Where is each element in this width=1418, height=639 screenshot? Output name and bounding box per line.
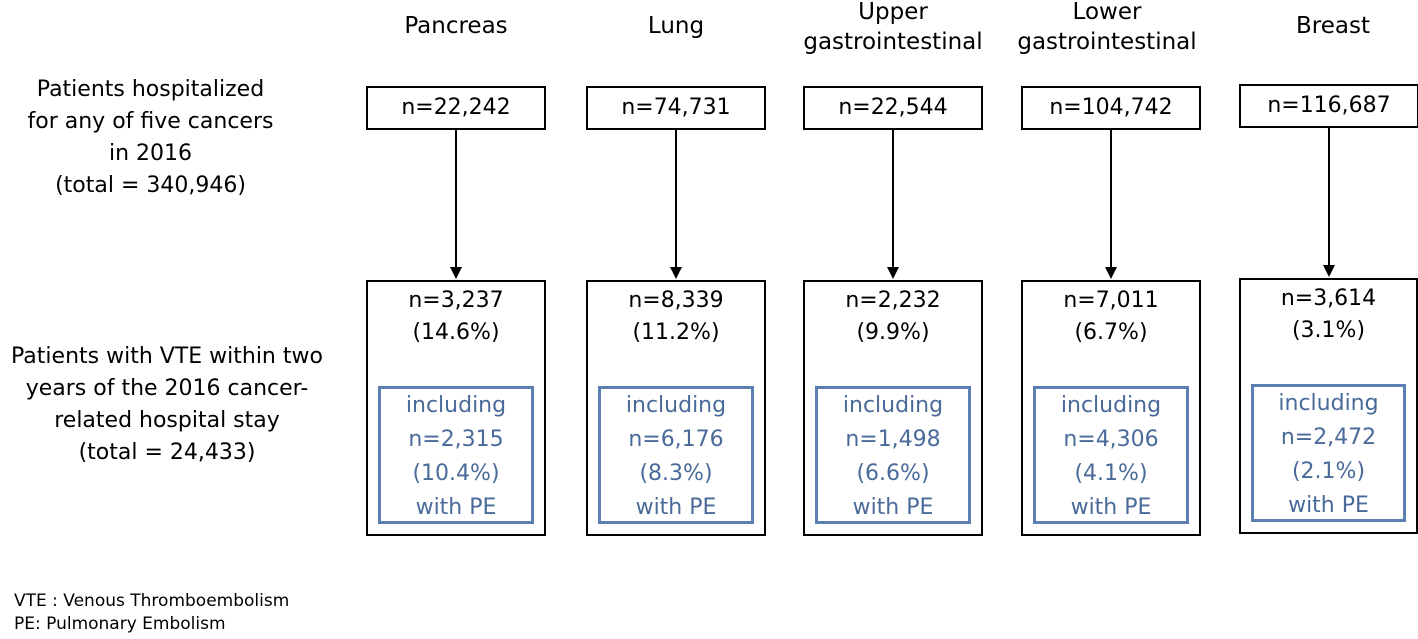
pe-line: with PE: [1070, 495, 1152, 520]
pe-line: with PE: [635, 495, 717, 520]
column-header-lung: Lung: [561, 11, 791, 41]
pe-subset-box: including n=2,315 (10.4%) with PE: [378, 386, 534, 524]
pe-subset-box: including n=1,498 (6.6%) with PE: [815, 386, 971, 524]
vte-percent: (3.1%): [1291, 318, 1366, 343]
row-label-line: years of the 2016 cancer-: [25, 376, 309, 401]
pe-count: n=2,315: [408, 427, 504, 452]
vte-count-box: n=3,614 (3.1%) including n=2,472 (2.1%) …: [1239, 278, 1418, 534]
pe-percent: (2.1%): [1291, 459, 1366, 484]
flow-arrow-line: [675, 130, 677, 268]
pe-line: including: [1060, 393, 1162, 418]
hospitalized-count-box: n=116,687: [1239, 84, 1418, 128]
column-header-lower-gastrointestinal: Lower gastrointestinal: [992, 0, 1222, 57]
flow-arrow-head: [1105, 267, 1117, 279]
flow-arrow-head: [1323, 265, 1335, 277]
column-header-line: gastrointestinal: [803, 29, 983, 55]
vte-count-box: n=7,011 (6.7%) including n=4,306 (4.1%) …: [1021, 280, 1201, 536]
flow-arrow-head: [450, 267, 462, 279]
vte-count-box: n=3,237 (14.6%) including n=2,315 (10.4%…: [366, 280, 546, 536]
row-label-vte: Patients with VTE within two years of th…: [0, 341, 334, 469]
column-header-breast: Breast: [1218, 11, 1418, 41]
pe-line: including: [625, 393, 727, 418]
flow-arrow-line: [1328, 128, 1330, 266]
vte-count: n=7,011: [1063, 288, 1159, 313]
pe-line: including: [842, 393, 944, 418]
pe-subset-box: including n=4,306 (4.1%) with PE: [1033, 386, 1189, 524]
hospitalized-count-box: n=104,742: [1021, 86, 1201, 130]
pe-count: n=2,472: [1280, 425, 1377, 450]
pe-line: with PE: [852, 495, 934, 520]
flow-arrow-head: [887, 267, 899, 279]
column-header-line: gastrointestinal: [1017, 29, 1197, 55]
legend-vte: VTE : Venous Thromboembolism: [14, 591, 290, 611]
pe-percent: (10.4%): [412, 461, 500, 486]
pe-subset-box: including n=2,472 (2.1%) with PE: [1251, 384, 1406, 522]
column-header-line: Upper: [858, 0, 928, 25]
vte-count-box: n=8,339 (11.2%) including n=6,176 (8.3%)…: [586, 280, 766, 536]
pe-line: including: [405, 393, 507, 418]
vte-count: n=2,232: [845, 288, 941, 313]
row-label-line: in 2016: [108, 141, 193, 166]
row-label-hospitalized: Patients hospitalized for any of five ca…: [18, 74, 283, 202]
pe-count: n=4,306: [1063, 427, 1159, 452]
column-header-upper-gastrointestinal: Upper gastrointestinal: [778, 0, 1008, 57]
vte-count-box: n=2,232 (9.9%) including n=1,498 (6.6%) …: [803, 280, 983, 536]
row-label-line: related hospital stay: [54, 408, 280, 433]
vte-count: n=8,339: [628, 288, 724, 313]
legend-pe: PE: Pulmonary Embolism: [14, 614, 226, 634]
column-header-line: Lung: [647, 13, 705, 39]
column-header-pancreas: Pancreas: [341, 11, 571, 41]
pe-percent: (8.3%): [639, 461, 713, 486]
vte-percent: (9.9%): [856, 320, 930, 345]
vte-percent: (11.2%): [632, 320, 720, 345]
pe-line: with PE: [1288, 493, 1369, 518]
flow-arrow-line: [1110, 130, 1112, 268]
pe-percent: (6.6%): [856, 461, 930, 486]
pe-subset-box: including n=6,176 (8.3%) with PE: [598, 386, 754, 524]
hospitalized-count-box: n=22,544: [803, 86, 983, 130]
row-label-line: for any of five cancers: [27, 109, 274, 134]
hospitalized-count-box: n=74,731: [586, 86, 766, 130]
row-label-line: Patients with VTE within two: [11, 344, 323, 369]
column-header-line: Breast: [1296, 13, 1370, 39]
hospitalized-count-box: n=22,242: [366, 86, 546, 130]
pe-count: n=6,176: [628, 427, 724, 452]
vte-percent: (14.6%): [412, 320, 500, 345]
flow-arrow-head: [670, 267, 682, 279]
vte-percent: (6.7%): [1074, 320, 1148, 345]
flow-arrow-line: [892, 130, 894, 268]
column-header-line: Pancreas: [404, 13, 508, 39]
pe-line: including: [1278, 391, 1379, 416]
row-label-line: Patients hospitalized: [36, 77, 265, 102]
pe-percent: (4.1%): [1074, 461, 1148, 486]
vte-count: n=3,237: [408, 288, 504, 313]
pe-line: with PE: [415, 495, 497, 520]
flow-arrow-line: [455, 130, 457, 268]
column-header-line: Lower: [1072, 0, 1142, 25]
row-label-line: (total = 340,946): [55, 173, 246, 198]
pe-count: n=1,498: [845, 427, 941, 452]
legend: VTE : Venous Thromboembolism PE: Pulmona…: [14, 590, 289, 636]
vte-count: n=3,614: [1280, 286, 1377, 311]
row-label-line: (total = 24,433): [78, 440, 256, 465]
